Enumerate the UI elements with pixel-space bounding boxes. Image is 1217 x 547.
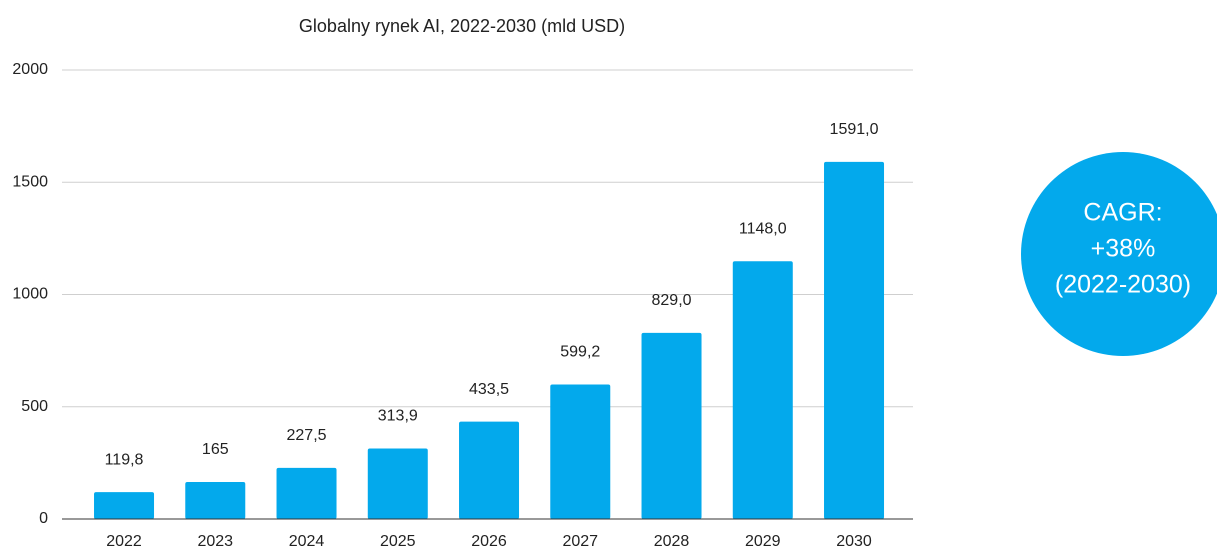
annotation-text: CAGR: bbox=[1083, 199, 1162, 227]
bar bbox=[367, 448, 428, 519]
x-tick-label: 2024 bbox=[289, 533, 325, 547]
x-tick-label: 2030 bbox=[836, 533, 872, 547]
y-tick-label: 500 bbox=[21, 398, 48, 415]
x-tick-label: 2022 bbox=[106, 533, 142, 547]
value-label: 165 bbox=[202, 441, 229, 458]
x-tick-label: 2028 bbox=[654, 533, 690, 547]
bar bbox=[94, 492, 155, 519]
y-tick-label: 1500 bbox=[12, 173, 48, 190]
bar bbox=[276, 467, 337, 519]
value-label: 119,8 bbox=[105, 451, 144, 468]
value-label: 433,5 bbox=[469, 381, 509, 398]
x-tick-label: 2025 bbox=[380, 533, 416, 547]
y-tick-label: 1000 bbox=[12, 286, 48, 303]
value-label: 1148,0 bbox=[739, 220, 787, 237]
bar bbox=[550, 384, 611, 519]
x-tick-label: 2029 bbox=[745, 533, 781, 547]
y-tick-label: 0 bbox=[39, 510, 48, 527]
annotation-circle bbox=[1021, 152, 1217, 356]
value-label: 829,0 bbox=[652, 292, 692, 309]
value-label: 227,5 bbox=[287, 427, 327, 444]
value-label: 599,2 bbox=[560, 344, 600, 361]
x-tick-label: 2026 bbox=[471, 533, 507, 547]
chart-title: Globalny rynek AI, 2022-2030 (mld USD) bbox=[299, 16, 625, 36]
y-tick-label: 2000 bbox=[12, 61, 48, 78]
bar bbox=[732, 261, 793, 519]
annotation-text: (2022-2030) bbox=[1055, 271, 1191, 299]
x-tick-label: 2027 bbox=[562, 533, 598, 547]
bar bbox=[459, 421, 520, 519]
annotation-text: +38% bbox=[1091, 235, 1156, 263]
bar bbox=[824, 161, 885, 519]
value-label: 1591,0 bbox=[830, 121, 879, 138]
x-tick-label: 2023 bbox=[197, 533, 233, 547]
bar bbox=[641, 332, 702, 519]
value-label: 313,9 bbox=[378, 408, 418, 425]
bar bbox=[185, 481, 246, 519]
